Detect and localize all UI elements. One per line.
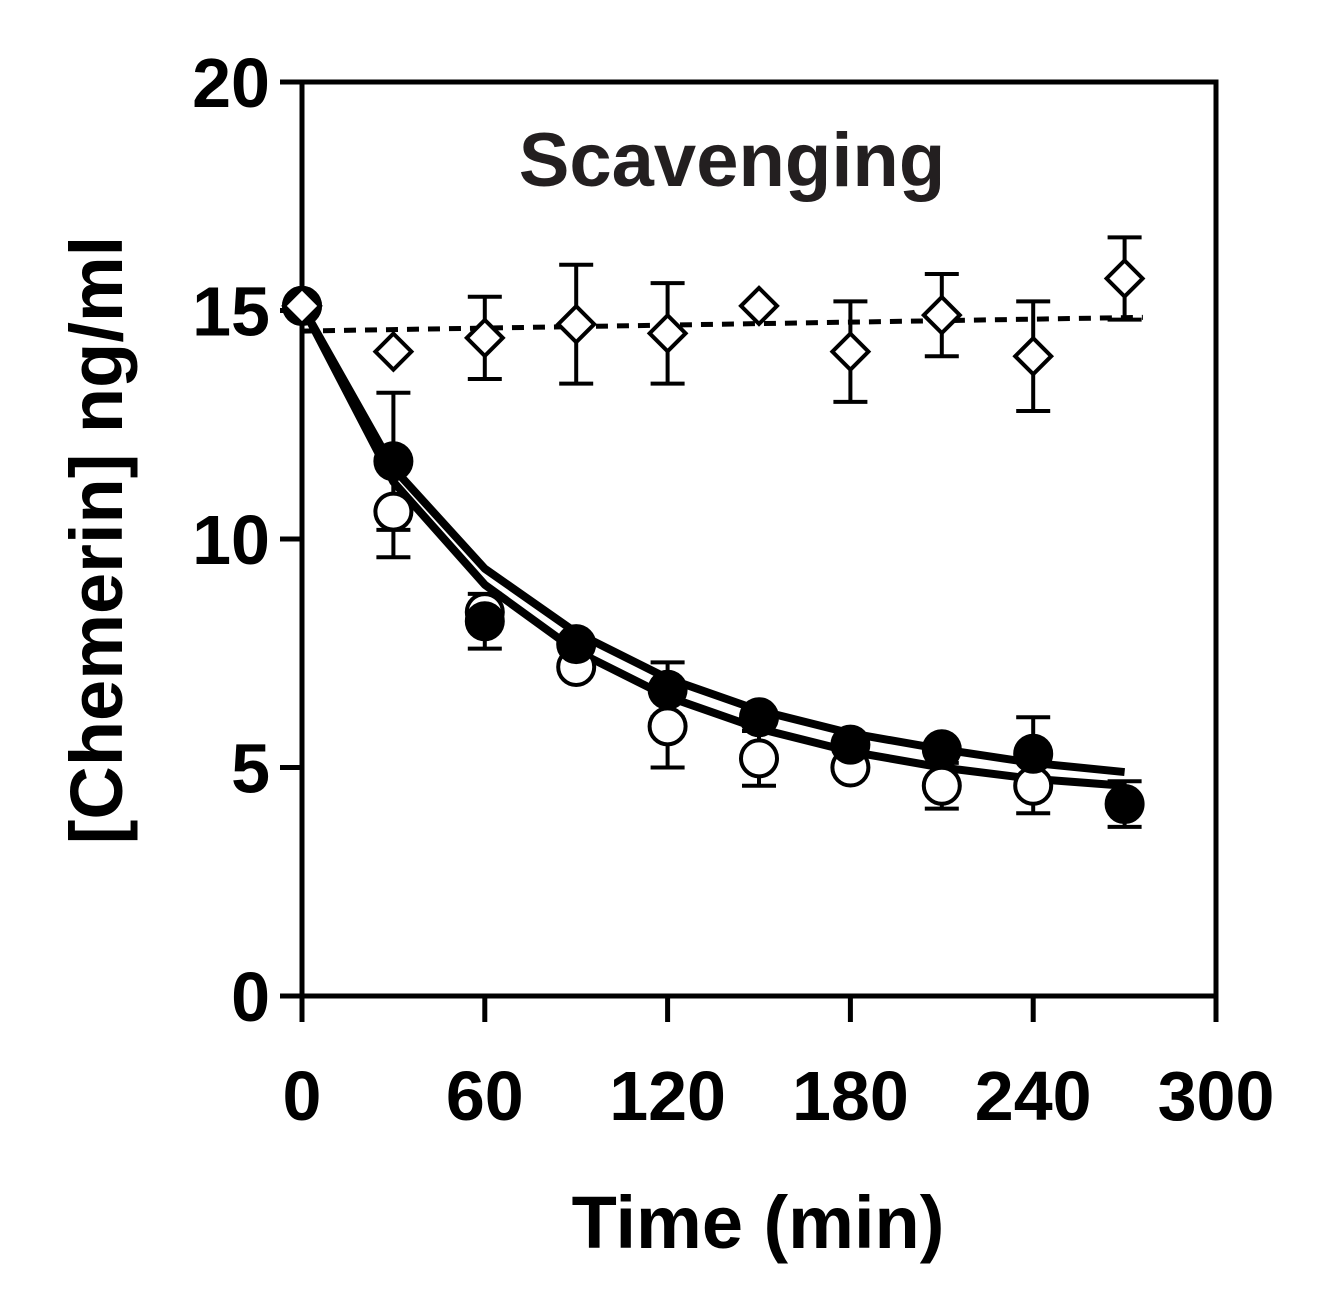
open-diamond-point — [281, 285, 323, 327]
fit-curve-circle-filled — [298, 303, 1125, 777]
open-diamond-point — [829, 330, 872, 373]
chart-title: Scavenging — [519, 118, 946, 203]
fit-curves — [298, 303, 1143, 790]
fit-curve-circle-open — [298, 304, 1125, 790]
open-diamond-point — [738, 285, 780, 327]
filled-circle-point — [1104, 784, 1145, 825]
y-tick-label: 5 — [231, 730, 270, 808]
y-axis-ticks: 0 5 10 15 20 — [192, 44, 302, 1036]
open-diamond-point — [372, 330, 415, 373]
open-circle-point — [921, 765, 962, 806]
filled-circle-point — [647, 669, 688, 710]
open-diamond-point — [646, 312, 689, 355]
filled-circle-point — [1013, 733, 1054, 774]
x-tick-label: 60 — [446, 1057, 524, 1135]
filled-circle-point — [556, 624, 597, 665]
x-axis-title: Time (min) — [572, 1181, 945, 1264]
filled-circle-point — [739, 697, 779, 738]
x-tick-label: 0 — [283, 1057, 322, 1135]
open-diamond-point — [1012, 335, 1055, 378]
y-tick-label: 10 — [192, 501, 270, 579]
x-tick-label: 240 — [975, 1057, 1092, 1135]
filled-circle-point — [373, 441, 414, 482]
x-axis-ticks: 0 60 120 180 240 300 — [283, 996, 1275, 1135]
open-diamond-point — [920, 294, 963, 336]
y-tick-label: 0 — [231, 958, 270, 1036]
x-tick-label: 300 — [1158, 1057, 1275, 1135]
y-tick-label: 15 — [192, 273, 270, 351]
open-circle-point — [739, 738, 779, 779]
fit-line-diamond-open — [301, 314, 1143, 334]
y-tick-label: 20 — [192, 44, 270, 122]
open-circle-point — [647, 706, 688, 747]
y-axis-title: [Chemerin] ng/ml — [55, 236, 138, 844]
open-circle-point — [373, 491, 414, 532]
filled-circle-point — [464, 601, 505, 642]
filled-circle-point — [830, 724, 871, 765]
open-diamond-point — [1103, 257, 1146, 300]
open-diamond-point — [463, 317, 506, 359]
x-tick-label: 180 — [792, 1057, 909, 1135]
x-tick-label: 120 — [609, 1057, 726, 1135]
open-diamond-point — [555, 303, 598, 346]
data-markers — [281, 257, 1146, 825]
filled-circle-point — [921, 729, 962, 770]
